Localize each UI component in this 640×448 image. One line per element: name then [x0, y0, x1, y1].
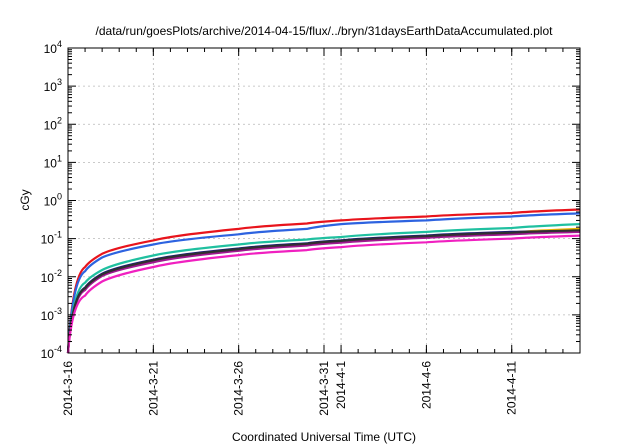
- series-line-3: [66, 223, 581, 354]
- series-line-7: [66, 229, 581, 354]
- x-tick-label: 2014-3-16: [61, 361, 75, 416]
- y-axis-ticks: 10-4 10-3 10-2 10-1 100 101 102 103 104: [41, 39, 580, 361]
- y-tick-label: 104: [44, 39, 62, 56]
- x-tick-label: 2014-3-21: [146, 361, 160, 416]
- y-tick-label: 10-3: [41, 306, 62, 323]
- y-tick-label: 101: [44, 153, 62, 170]
- x-axis-ticks: 2014-3-16 2014-3-21 2014-3-26 2014-3-31 2014…: [61, 48, 581, 416]
- x-tick-label: 2014-4-1: [334, 361, 348, 409]
- series-line-6: [66, 230, 581, 354]
- y-tick-label: 103: [44, 77, 62, 94]
- y-axis-label: cGy: [18, 189, 32, 210]
- series-line-1: [66, 208, 581, 354]
- series-line-2: [66, 212, 581, 354]
- y-tick-label: 10-4: [41, 344, 62, 361]
- chart-title: /data/run/goesPlots/archive/2014-04-15/f…: [96, 24, 554, 38]
- x-tick-label: 2014-4-6: [419, 361, 433, 409]
- x-tick-label: 2014-3-26: [232, 361, 246, 416]
- y-tick-label: 10-2: [41, 268, 62, 285]
- y-tick-label: 100: [44, 192, 62, 209]
- series-line-8: [66, 234, 581, 354]
- x-axis-label: Coordinated Universal Time (UTC): [232, 430, 416, 444]
- grid: [68, 48, 580, 353]
- series-lines: [66, 208, 581, 354]
- x-tick-label: 2014-3-31: [317, 361, 331, 416]
- x-tick-label: 2014-4-11: [505, 361, 519, 415]
- y-tick-label: 10-1: [41, 230, 62, 247]
- y-tick-label: 102: [44, 115, 62, 132]
